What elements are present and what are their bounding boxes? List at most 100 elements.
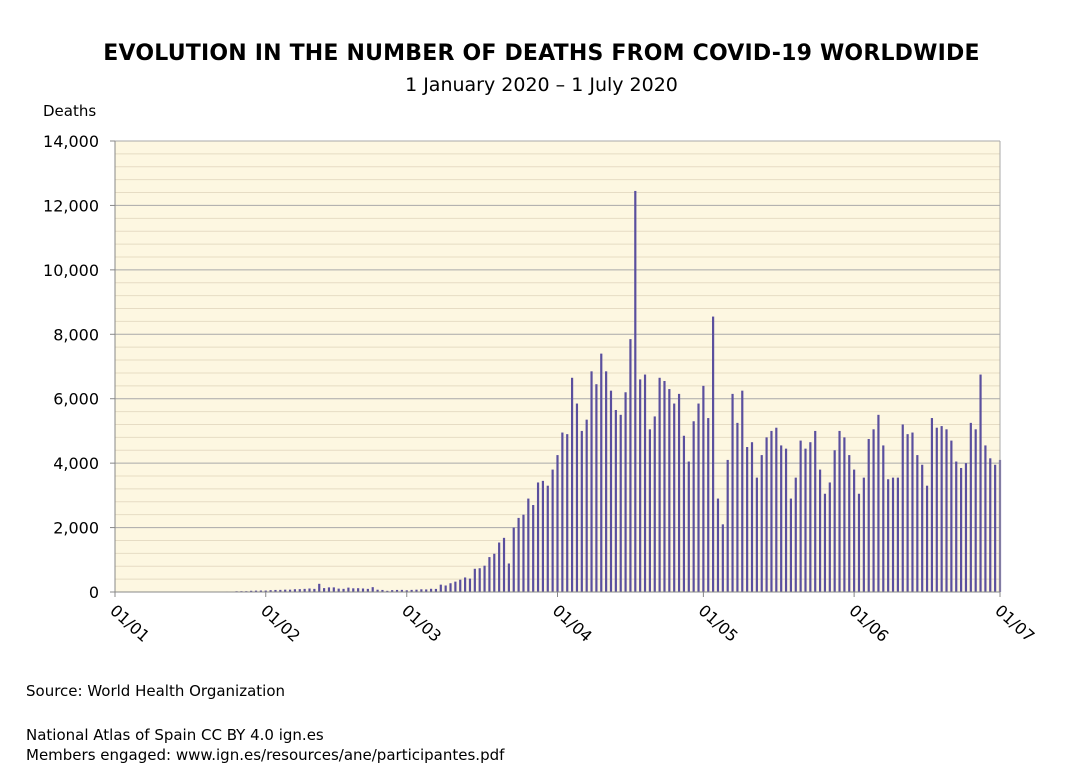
bar <box>677 393 681 592</box>
bar <box>809 442 812 592</box>
bar <box>945 429 948 592</box>
bar <box>692 421 695 592</box>
chart-title: EVOLUTION IN THE NUMBER OF DEATHS FROM C… <box>103 41 980 66</box>
bar <box>395 589 399 592</box>
y-tick-label: 0 <box>89 583 99 602</box>
bar <box>687 461 690 592</box>
bar <box>357 588 360 592</box>
bar <box>541 480 545 592</box>
bar <box>254 590 258 592</box>
bar <box>775 427 778 592</box>
bar <box>741 390 744 592</box>
bar <box>298 589 301 592</box>
bar <box>843 437 846 592</box>
bar <box>794 477 797 592</box>
bar <box>366 588 369 592</box>
bar <box>313 588 316 592</box>
bar <box>361 588 365 592</box>
bar <box>619 414 622 592</box>
bar <box>818 469 822 592</box>
bar <box>425 589 428 592</box>
bar <box>906 434 909 592</box>
bar <box>420 589 423 592</box>
bar <box>964 463 968 592</box>
bar <box>969 422 972 592</box>
bar <box>673 403 676 592</box>
bar <box>755 477 758 592</box>
y-tick-label: 12,000 <box>43 196 99 215</box>
bar <box>376 589 379 592</box>
bar <box>468 578 472 592</box>
bar <box>848 455 851 592</box>
bar <box>439 584 442 592</box>
bar <box>332 587 335 592</box>
bar <box>250 590 253 592</box>
bar <box>663 380 666 592</box>
bar <box>624 392 627 592</box>
x-tick-labels: 01/01 01/02 01/03 01/04 01/05 01/06 01/07 <box>106 601 1038 646</box>
y-tick-label: 14,000 <box>43 132 99 151</box>
bar <box>862 477 865 592</box>
bar <box>823 493 827 592</box>
bar <box>857 493 861 592</box>
bar <box>605 371 608 592</box>
bar <box>274 589 277 592</box>
bar <box>925 485 929 592</box>
bar <box>478 568 481 592</box>
bar <box>872 429 875 592</box>
bar <box>765 437 768 592</box>
bar <box>697 403 700 592</box>
bar <box>444 585 447 592</box>
bar <box>556 455 559 592</box>
bar <box>712 316 715 592</box>
bar <box>653 416 656 592</box>
bar <box>600 353 603 592</box>
bar <box>532 505 535 592</box>
bar <box>629 339 632 592</box>
bar <box>614 409 617 592</box>
atlas-credit: National Atlas of Spain CC BY 4.0 ign.es <box>26 726 324 744</box>
bar <box>643 374 647 592</box>
bar <box>464 577 467 592</box>
bar <box>940 426 943 592</box>
bar <box>507 563 510 592</box>
bar <box>707 418 710 592</box>
bar <box>512 527 515 592</box>
x-tick-label: 01/01 <box>106 601 153 646</box>
bar <box>269 590 272 592</box>
y-axis-label: Deaths <box>43 102 96 120</box>
x-tick-label: 01/04 <box>549 601 596 646</box>
bar <box>994 464 997 592</box>
bar <box>318 583 321 592</box>
bar <box>288 589 292 592</box>
bar <box>930 418 934 592</box>
bar <box>770 430 773 592</box>
bar <box>405 590 408 592</box>
bar <box>483 565 486 592</box>
bar <box>682 435 686 592</box>
bar <box>648 429 651 592</box>
bar <box>921 464 924 592</box>
bar <box>979 374 982 592</box>
bar <box>658 377 661 592</box>
bar <box>371 587 374 592</box>
bar <box>322 588 326 592</box>
bar <box>284 589 287 592</box>
bar <box>634 190 637 593</box>
bar <box>381 589 384 592</box>
axes <box>110 140 1001 597</box>
bar <box>609 390 613 592</box>
bar <box>429 588 433 592</box>
bar <box>668 389 671 592</box>
bar <box>639 379 642 592</box>
bar <box>726 459 729 592</box>
bar <box>784 448 788 592</box>
bar <box>585 419 588 592</box>
bar <box>950 440 953 592</box>
y-tick-label: 6,000 <box>53 390 99 409</box>
deaths-bar-chart: Deaths 0 2,000 4,000 6,000 8,000 10,000 12,000… <box>43 102 1038 646</box>
bar <box>721 524 724 592</box>
bar-series <box>162 190 1002 593</box>
bar <box>566 434 569 592</box>
bar <box>911 432 914 592</box>
